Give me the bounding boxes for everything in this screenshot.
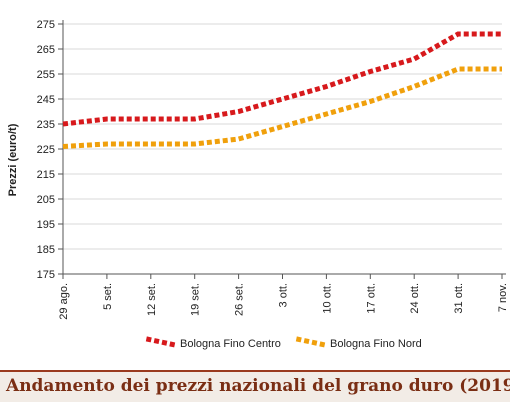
- x-tick-label: 7 nov.: [497, 283, 509, 312]
- y-tick-label: 265: [37, 44, 55, 56]
- y-tick-label: 235: [37, 119, 55, 131]
- line-chart: 175 185 195 205 215 225 235 245 255 265 275 29 ago.…: [7, 19, 509, 350]
- legend-label: Bologna Fino Centro: [180, 338, 281, 350]
- y-tick-label: 195: [37, 219, 55, 231]
- y-axis-label: Prezzi (euro/t): [7, 123, 19, 196]
- x-tick-label: 29 ago.: [58, 283, 70, 320]
- y-tick-label: 255: [37, 69, 55, 81]
- y-tick-label: 245: [37, 94, 55, 106]
- legend-swatch: [295, 336, 327, 348]
- x-tick-label: 12 set.: [146, 283, 158, 316]
- x-tick-label: 24 ott.: [409, 283, 421, 314]
- y-tick-label: 215: [37, 169, 55, 181]
- y-tick-label: 205: [37, 194, 55, 206]
- x-tick-label: 26 set.: [234, 283, 246, 316]
- series-lines: [62, 31, 502, 149]
- y-tick-label: 175: [37, 269, 55, 281]
- x-tick-label: 3 ott.: [278, 283, 290, 307]
- series-line-2: [62, 66, 502, 149]
- y-tick-label: 275: [37, 19, 55, 31]
- x-tick-label: 31 ott.: [453, 283, 465, 314]
- grid-lines: [63, 23, 502, 250]
- y-tick-label: 185: [37, 244, 55, 256]
- x-tick-label: 5 set.: [102, 283, 114, 310]
- axes: [58, 20, 506, 279]
- series-line-1: [62, 31, 502, 127]
- legend: Bologna Fino Centro Bologna Fino Nord: [145, 336, 422, 350]
- x-tick-label: 17 ott.: [365, 283, 377, 314]
- x-tick-label: 19 set.: [190, 283, 202, 316]
- x-tick-label: 10 ott.: [321, 283, 333, 314]
- tick-labels: 175 185 195 205 215 225 235 245 255 265 275 29 ago.…: [37, 19, 509, 320]
- y-tick-label: 225: [37, 144, 55, 156]
- chart-title: Andamento dei prezzi nazionali del grano…: [6, 376, 510, 396]
- legend-swatch: [145, 336, 177, 348]
- legend-label: Bologna Fino Nord: [330, 338, 422, 350]
- chart-title-bar: Andamento dei prezzi nazionali del grano…: [0, 370, 510, 402]
